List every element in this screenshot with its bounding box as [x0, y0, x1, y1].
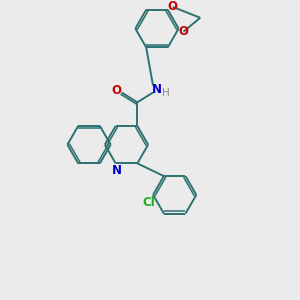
Text: N: N [152, 83, 162, 96]
Text: O: O [168, 0, 178, 14]
Text: N: N [112, 164, 122, 177]
Text: O: O [178, 25, 188, 38]
Text: O: O [112, 84, 122, 97]
Text: H: H [162, 88, 170, 98]
Text: Cl: Cl [143, 196, 155, 209]
